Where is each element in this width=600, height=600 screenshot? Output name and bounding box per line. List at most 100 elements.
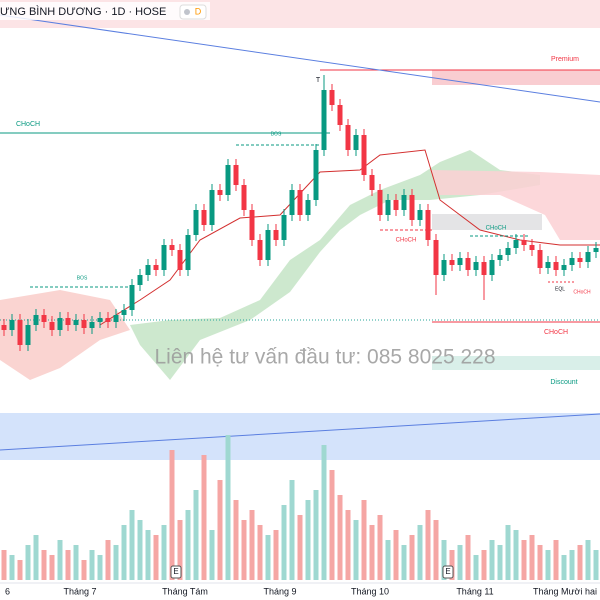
volume-bar (81, 560, 87, 580)
candle-body (41, 315, 47, 322)
candle-body (281, 215, 287, 240)
badge: D (195, 6, 202, 16)
x-tick-label: Tháng 10 (351, 586, 389, 596)
candle-body (17, 320, 23, 345)
volume-bar (473, 555, 479, 580)
volume-bar (185, 510, 191, 580)
watermark: Liên hệ tư vấn đầu tư: 085 8025 228 (154, 346, 495, 369)
volume-bar (593, 550, 599, 580)
volume-bar (337, 495, 343, 580)
volume-bar (97, 555, 103, 580)
annotation: CHoCH (486, 226, 507, 232)
volume-bar (489, 540, 495, 580)
volume-bar (505, 525, 511, 580)
candle-body (353, 135, 359, 150)
volume-bar (289, 480, 295, 580)
x-tick-label: Tháng 11 (456, 586, 493, 596)
volume-bar (137, 520, 143, 580)
candle-body (81, 320, 87, 328)
volume-bar (513, 530, 519, 580)
candle-body (377, 190, 383, 215)
candle-body (441, 260, 447, 275)
volume-bar (329, 470, 335, 580)
volume-bar (41, 550, 47, 580)
volume-bar (297, 515, 303, 580)
x-tick-label: Tháng Mười hai (533, 586, 597, 596)
annotation: Discount (550, 379, 577, 386)
event-marker: E (173, 567, 178, 576)
x-tick-label: Tháng 9 (263, 586, 296, 596)
volume-bar (225, 435, 231, 580)
candle-body (401, 195, 407, 210)
candle-body (489, 260, 495, 275)
volume-bar (377, 515, 383, 580)
annotation: BOS (271, 131, 282, 137)
candle-body (537, 250, 543, 268)
volume-bar (313, 490, 319, 580)
volume-bar (57, 540, 63, 580)
annotation: T (316, 77, 321, 84)
volume-bar (321, 445, 327, 580)
candle-body (169, 245, 175, 250)
volume-bar (201, 455, 207, 580)
candle-body (9, 320, 15, 330)
volume-bar (401, 545, 407, 580)
badge-dot (184, 9, 190, 15)
volume-bar (73, 545, 79, 580)
volume-bar (169, 450, 175, 580)
event-box (442, 565, 454, 579)
volume-bar (273, 530, 279, 580)
volume-bar (481, 550, 487, 580)
volume-bar (417, 525, 423, 580)
volume-bar (209, 530, 215, 580)
candle-body (313, 150, 319, 200)
volume-bar (249, 510, 255, 580)
candle-body (137, 275, 143, 285)
candle-body (297, 190, 303, 215)
volume-bar (585, 540, 591, 580)
candle-body (505, 248, 511, 255)
event-marker: E (445, 567, 450, 576)
candle-body (185, 235, 191, 270)
candle-body (129, 285, 135, 310)
volume-bar (25, 545, 31, 580)
volume-bar (529, 535, 535, 580)
candle-body (121, 310, 127, 315)
volume-bar (17, 560, 23, 580)
blue-zone (0, 413, 600, 460)
volume-bar (345, 510, 351, 580)
volume-bar (121, 525, 127, 580)
candle-body (369, 175, 375, 190)
candle-body (265, 230, 271, 260)
candle-body (33, 315, 39, 325)
candle-body (361, 135, 367, 175)
volume-bar (369, 525, 375, 580)
candle-body (481, 262, 487, 275)
candle-body (561, 265, 567, 270)
candle-body (529, 245, 535, 250)
candle-body (521, 240, 527, 245)
title: ƯNG BÌNH DƯƠNG · 1D · HOSE (0, 5, 166, 18)
candle-body (409, 195, 415, 220)
candle-body (393, 200, 399, 210)
event-box (170, 565, 182, 579)
candle-body (113, 315, 119, 322)
candle-body (305, 200, 311, 215)
candle-body (49, 322, 55, 330)
volume-bar (217, 480, 223, 580)
candle-body (417, 210, 423, 220)
eq-zone (432, 214, 542, 230)
volume-bar (1, 550, 7, 580)
volume-bar (561, 555, 567, 580)
cloud (0, 290, 130, 380)
candle-body (161, 245, 167, 270)
volume-bar (385, 540, 391, 580)
volume-bar (145, 530, 151, 580)
candle-body (193, 210, 199, 235)
candle-body (553, 262, 559, 270)
trend-line (0, 413, 600, 451)
volume-bar (465, 535, 471, 580)
annotation: CHoCH (16, 121, 40, 128)
x-tick-label: Tháng 7 (63, 586, 96, 596)
